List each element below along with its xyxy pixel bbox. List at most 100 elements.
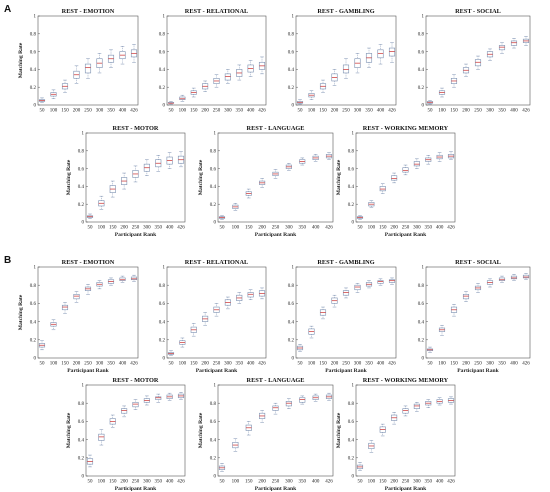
x-tick-label: 350	[425, 226, 433, 231]
x-tick-label: 150	[450, 109, 458, 114]
box-300	[143, 395, 150, 406]
x-tick-label: 250	[132, 226, 140, 231]
box-150	[245, 421, 252, 436]
box-250	[402, 164, 409, 176]
box-200	[391, 412, 398, 425]
x-tick-label: 400	[377, 362, 385, 367]
box-350	[365, 280, 373, 289]
chart-title: REST - GAMBLING	[317, 8, 374, 15]
box-200	[391, 172, 398, 184]
y-tick-label: 0.8	[78, 150, 85, 155]
x-tick-label: 400	[510, 109, 518, 114]
x-tick-label: 400	[436, 226, 444, 231]
x-tick-label: 426	[258, 362, 266, 367]
x-tick-label: 150	[61, 109, 69, 114]
y-tick-label: 0.6	[288, 302, 295, 307]
y-tick-label: 0.4	[418, 68, 425, 73]
y-tick-label: 1	[214, 132, 217, 137]
box-300	[224, 69, 231, 84]
box-100	[179, 94, 186, 102]
box-300	[354, 53, 361, 74]
y-tick-label: 1	[422, 15, 425, 20]
x-tick-label: 300	[285, 480, 293, 485]
y-tick-label: 0.2	[78, 203, 85, 208]
x-tick-label: 200	[201, 362, 209, 367]
box-100	[232, 203, 239, 211]
box-150	[379, 423, 386, 437]
y-tick-label: 0.2	[78, 457, 85, 462]
box-50	[218, 215, 226, 220]
plot-frame	[295, 15, 397, 106]
y-tick-label: 0	[163, 357, 166, 362]
x-tick-label: 150	[109, 480, 117, 485]
x-tick-label: 150	[379, 480, 387, 485]
box-300	[285, 398, 292, 409]
box-150	[379, 183, 386, 194]
iqr-box	[413, 403, 420, 409]
box-50	[356, 215, 364, 220]
x-tick-label: 200	[390, 226, 398, 231]
iqr-box	[119, 277, 126, 281]
box-150	[319, 79, 327, 93]
plot-frame	[425, 266, 531, 359]
y-axis-label: Matching Rate	[336, 159, 342, 195]
x-tick-label: 400	[510, 362, 518, 367]
iqr-box	[413, 161, 420, 167]
box-300	[354, 283, 361, 293]
x-tick-label: 150	[319, 362, 327, 367]
box-300	[486, 48, 494, 61]
iqr-box	[247, 292, 254, 298]
y-tick-label: 1	[82, 384, 85, 389]
y-tick-label: 1	[352, 384, 355, 389]
y-tick-label: 0.6	[348, 420, 355, 425]
box-400	[166, 152, 173, 169]
x-tick-label: 50	[88, 480, 94, 485]
box-426	[258, 287, 266, 300]
box-100	[232, 438, 239, 452]
x-tick-label: 300	[224, 362, 232, 367]
x-tick-label: 426	[325, 226, 333, 231]
box-426	[522, 36, 530, 46]
box-250	[132, 399, 139, 410]
x-tick-label: 200	[120, 480, 128, 485]
y-tick-label: 0.8	[418, 284, 425, 289]
x-tick-label: 100	[438, 362, 446, 367]
box-400	[312, 393, 319, 402]
plot-frame	[166, 15, 267, 106]
x-axis-label: Participant Rank	[255, 232, 297, 238]
x-tick-label: 300	[354, 362, 362, 367]
x-tick-label: 400	[119, 362, 127, 367]
box-400	[119, 46, 126, 65]
x-tick-label: 426	[522, 362, 530, 367]
plot-frame	[37, 266, 139, 359]
box-100	[179, 337, 186, 348]
y-tick-label: 0	[422, 357, 425, 362]
y-tick-label: 0	[292, 104, 295, 109]
x-tick-label: 200	[201, 109, 209, 114]
y-tick-label: 0.4	[288, 68, 295, 73]
box-150	[61, 79, 69, 93]
box-200	[202, 80, 209, 92]
plot-frame	[425, 15, 531, 106]
y-tick-label: 0.6	[418, 302, 425, 307]
iqr-box	[388, 47, 396, 57]
y-tick-label: 0.8	[78, 402, 85, 407]
x-tick-label: 300	[354, 109, 362, 114]
x-tick-label: 100	[368, 226, 376, 231]
x-tick-label: 250	[402, 480, 410, 485]
box-150	[61, 302, 69, 314]
iqr-box	[354, 284, 361, 291]
box-300	[413, 402, 420, 412]
box-100	[98, 195, 105, 210]
y-tick-label: 0.6	[348, 167, 355, 172]
box-100	[50, 319, 57, 331]
box-400	[247, 60, 254, 77]
box-200	[331, 294, 338, 308]
x-tick-label: 350	[299, 480, 307, 485]
